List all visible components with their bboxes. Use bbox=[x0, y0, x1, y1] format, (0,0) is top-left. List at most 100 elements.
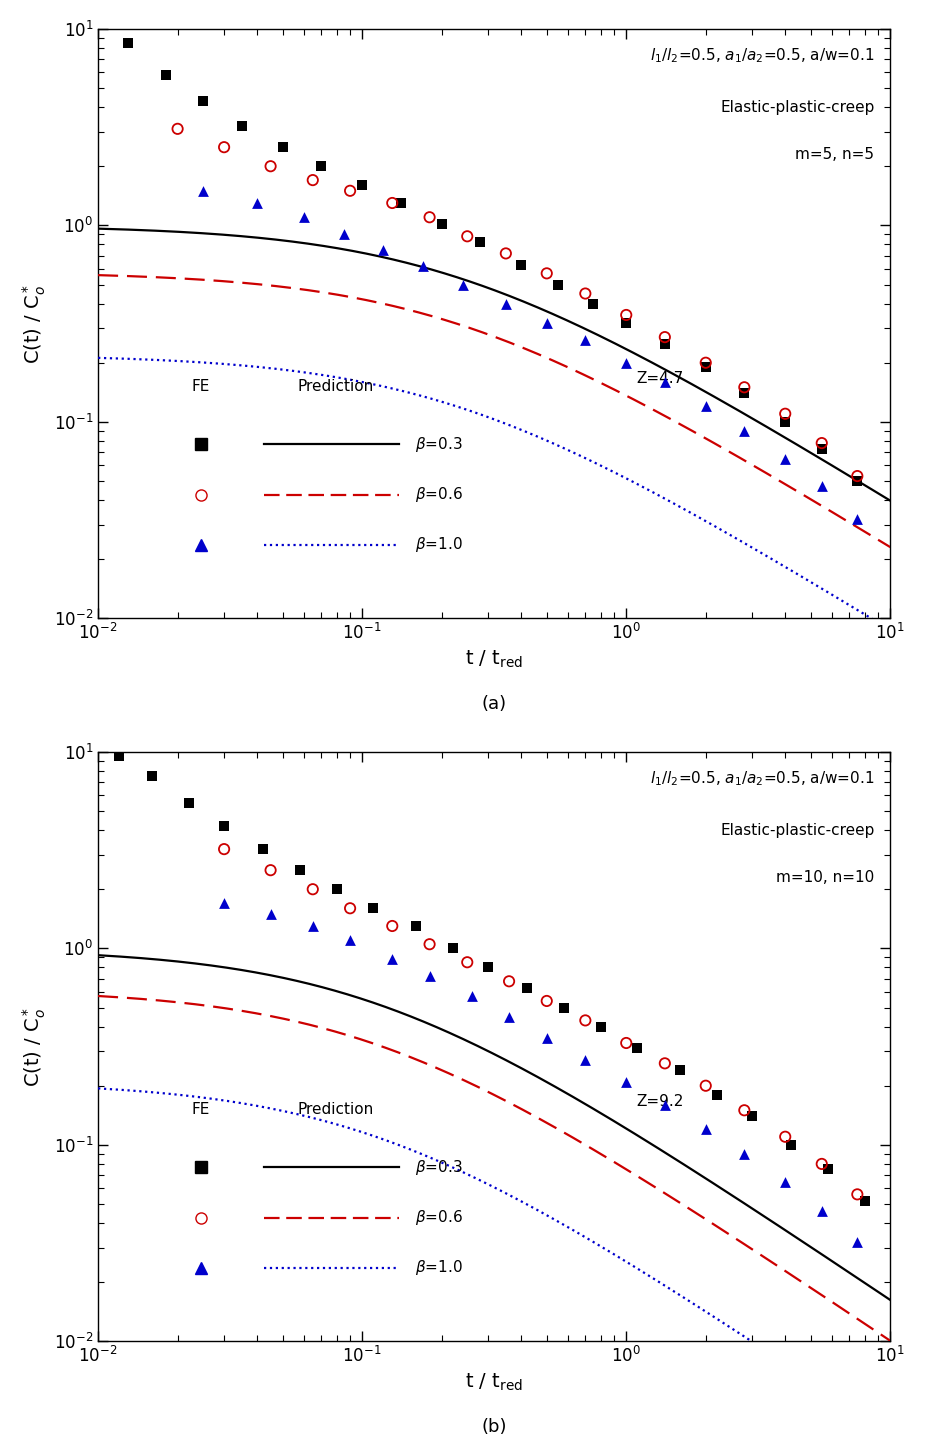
Point bbox=[698, 1118, 713, 1141]
Point bbox=[778, 402, 793, 425]
Text: Elastic-plastic-creep: Elastic-plastic-creep bbox=[720, 823, 874, 837]
Point bbox=[539, 311, 554, 334]
Point bbox=[737, 382, 752, 405]
Point bbox=[502, 1005, 517, 1028]
Point bbox=[737, 1142, 752, 1165]
Text: Prediction: Prediction bbox=[297, 379, 374, 395]
Point bbox=[850, 1231, 865, 1254]
Point bbox=[234, 114, 249, 137]
Text: m=10, n=10: m=10, n=10 bbox=[776, 870, 874, 885]
Point bbox=[314, 155, 329, 178]
Point bbox=[366, 897, 381, 920]
Point bbox=[181, 791, 196, 814]
Text: Prediction: Prediction bbox=[297, 1102, 374, 1118]
Point bbox=[343, 897, 357, 920]
Text: $\beta$=0.3: $\beta$=0.3 bbox=[415, 1158, 463, 1177]
Point bbox=[434, 213, 449, 236]
Point bbox=[657, 1093, 672, 1116]
Point bbox=[498, 292, 513, 315]
Point bbox=[422, 205, 437, 228]
Point bbox=[217, 814, 232, 837]
Point bbox=[217, 136, 232, 159]
Point bbox=[857, 1189, 872, 1212]
Point bbox=[814, 1152, 829, 1176]
Point bbox=[657, 1051, 672, 1074]
Point bbox=[778, 1170, 793, 1193]
Point bbox=[709, 1083, 724, 1106]
Point bbox=[657, 370, 672, 393]
Point bbox=[619, 304, 633, 327]
Point bbox=[850, 464, 865, 487]
Point bbox=[550, 273, 565, 296]
Point bbox=[737, 1099, 752, 1122]
Point bbox=[460, 224, 475, 247]
Text: Z=9.2: Z=9.2 bbox=[637, 1093, 684, 1109]
Point bbox=[814, 431, 829, 454]
Point bbox=[250, 191, 265, 214]
Point bbox=[120, 32, 135, 55]
Point bbox=[619, 1031, 633, 1054]
Point bbox=[619, 351, 633, 375]
Point bbox=[519, 976, 534, 999]
Point bbox=[422, 964, 437, 988]
Point bbox=[456, 273, 470, 296]
Point bbox=[306, 914, 320, 937]
Point bbox=[170, 117, 185, 140]
Point bbox=[263, 155, 278, 178]
Point bbox=[578, 282, 593, 305]
Point bbox=[293, 859, 307, 882]
Text: $l_1/l_2$=0.5, $a_1/a_2$=0.5, a/w=0.1: $l_1/l_2$=0.5, $a_1/a_2$=0.5, a/w=0.1 bbox=[650, 46, 874, 65]
Text: $\beta$=0.6: $\beta$=0.6 bbox=[415, 1207, 463, 1228]
Point bbox=[498, 241, 513, 265]
Point bbox=[539, 1027, 554, 1050]
Point bbox=[195, 90, 210, 113]
Point bbox=[698, 1074, 713, 1098]
Text: FE: FE bbox=[192, 379, 210, 395]
X-axis label: t / t$_\mathrm{red}$: t / t$_\mathrm{red}$ bbox=[465, 1372, 523, 1392]
Text: $l_1/l_2$=0.5, $a_1/a_2$=0.5, a/w=0.1: $l_1/l_2$=0.5, $a_1/a_2$=0.5, a/w=0.1 bbox=[650, 769, 874, 788]
Point bbox=[630, 1037, 644, 1060]
Point bbox=[539, 262, 554, 285]
Point bbox=[820, 1158, 835, 1181]
Text: (b): (b) bbox=[482, 1419, 507, 1436]
Point bbox=[329, 878, 344, 901]
Point bbox=[394, 191, 408, 214]
Point bbox=[112, 745, 127, 768]
Point bbox=[737, 419, 752, 442]
Point bbox=[376, 239, 391, 262]
Point bbox=[814, 437, 829, 460]
Point bbox=[217, 837, 232, 860]
Point bbox=[778, 1125, 793, 1148]
Point bbox=[502, 970, 517, 993]
Point bbox=[385, 947, 400, 970]
Text: $\beta$=0.3: $\beta$=0.3 bbox=[415, 435, 463, 454]
Point bbox=[408, 914, 423, 937]
Text: $\beta$=1.0: $\beta$=1.0 bbox=[415, 535, 463, 554]
Point bbox=[594, 1015, 608, 1038]
Point bbox=[698, 356, 713, 379]
Point bbox=[672, 1058, 687, 1082]
Point bbox=[619, 311, 633, 334]
Point bbox=[445, 937, 460, 960]
Y-axis label: C(t) / C$_o^*$: C(t) / C$_o^*$ bbox=[20, 283, 48, 364]
Point bbox=[745, 1105, 759, 1128]
Point bbox=[539, 989, 554, 1012]
Text: $\beta$=0.6: $\beta$=0.6 bbox=[415, 484, 463, 505]
Point bbox=[814, 474, 829, 497]
Point bbox=[514, 253, 529, 276]
Point bbox=[657, 333, 672, 356]
Text: m=5, n=5: m=5, n=5 bbox=[795, 147, 874, 162]
Point bbox=[158, 64, 173, 87]
Point bbox=[296, 205, 311, 228]
Point bbox=[578, 328, 593, 351]
Point bbox=[306, 169, 320, 192]
Point bbox=[778, 447, 793, 470]
Point bbox=[783, 1134, 798, 1157]
Point bbox=[343, 928, 357, 951]
Point bbox=[586, 292, 601, 315]
Point bbox=[217, 892, 232, 915]
Point bbox=[144, 765, 159, 788]
Point bbox=[385, 914, 400, 937]
Point bbox=[195, 179, 210, 202]
Point bbox=[619, 1070, 633, 1093]
